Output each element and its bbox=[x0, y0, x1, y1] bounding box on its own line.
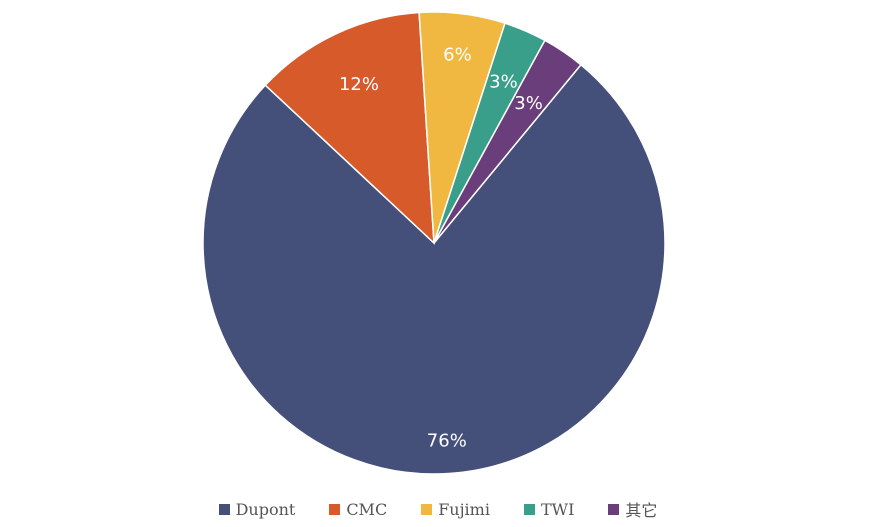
legend-item-1: Dupont bbox=[218, 499, 296, 519]
pie-labels: 76% 12% 6% 3%3% bbox=[339, 45, 543, 452]
pie-chart: 76% 12% 6% 3%3% bbox=[202, 11, 666, 475]
legend-item-3: Fujimi bbox=[421, 500, 490, 519]
pie-slice-5 bbox=[433, 39, 582, 244]
legend-item-4: TWI bbox=[523, 499, 575, 519]
legend-label: CMC bbox=[346, 499, 388, 519]
chart-legend: Dupont CMC Fujimi TWI 其它 bbox=[0, 497, 876, 521]
legend-item-2: CMC bbox=[329, 500, 387, 519]
slice-label-1: 76% bbox=[427, 431, 467, 452]
legend-item-5: 其它 bbox=[608, 497, 657, 521]
slice-label-2: 12% bbox=[339, 74, 379, 95]
slice-label-5: 3% bbox=[514, 93, 543, 114]
legend-swatch bbox=[329, 503, 341, 515]
pie-slice-2 bbox=[264, 11, 435, 245]
slice-label-3: 6% bbox=[443, 45, 472, 66]
legend-label: Fujimi bbox=[438, 499, 490, 519]
pie-slice-1 bbox=[202, 63, 666, 475]
pie-slices bbox=[202, 11, 666, 475]
legend-swatch bbox=[608, 503, 620, 515]
slice-label-4: 3% bbox=[489, 71, 518, 92]
legend-label: 其它 bbox=[625, 501, 658, 520]
legend-label: Dupont bbox=[235, 499, 296, 519]
legend-swatch bbox=[523, 503, 535, 515]
legend-swatch bbox=[218, 503, 230, 515]
legend-label: TWI bbox=[540, 499, 575, 519]
legend-swatch bbox=[421, 503, 433, 515]
